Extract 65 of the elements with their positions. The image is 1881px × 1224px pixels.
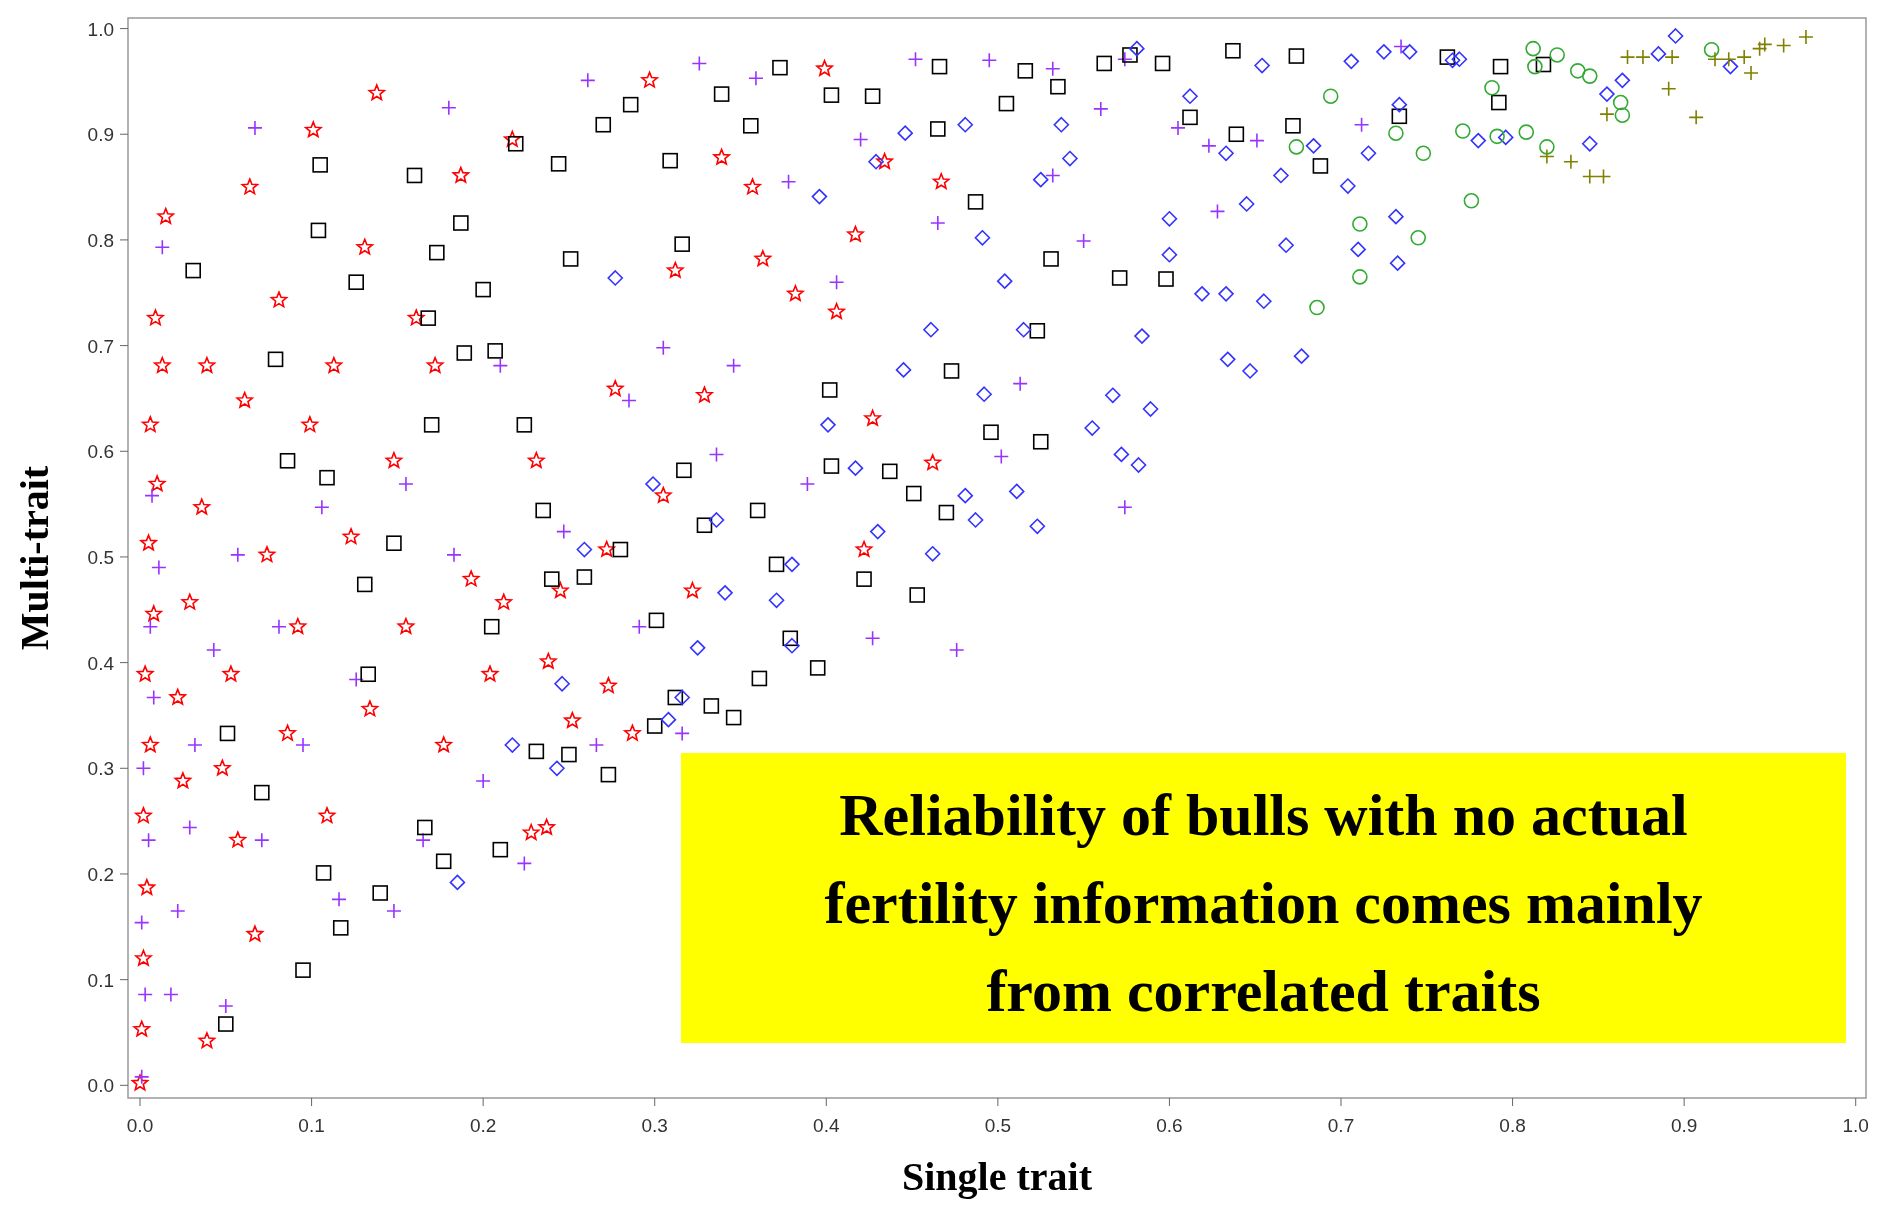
point — [1619, 49, 1636, 65]
point — [1798, 29, 1814, 45]
point — [1463, 193, 1480, 209]
point — [1720, 51, 1737, 68]
point — [1563, 153, 1579, 170]
y-tick-label: 0.8 — [87, 229, 114, 251]
point — [1484, 79, 1500, 96]
point — [1703, 41, 1720, 58]
point — [1527, 58, 1543, 75]
point — [1352, 216, 1368, 232]
x-axis-title: Single trait — [902, 1154, 1093, 1199]
point — [1415, 145, 1432, 162]
x-tick-label: 0.2 — [469, 1115, 497, 1136]
point — [1518, 124, 1535, 140]
y-tick-label: 0.2 — [87, 863, 114, 885]
point — [1599, 106, 1615, 122]
point — [1775, 37, 1792, 54]
point — [1756, 36, 1773, 53]
x-tick-label: 0.9 — [1670, 1115, 1698, 1136]
point — [1751, 40, 1768, 57]
y-tick-label: 0.0 — [87, 1075, 114, 1097]
y-tick-label: 0.6 — [87, 441, 114, 463]
annotation: Reliability of bulls with no actual fertility information comes mainly from correlated traits — [824, 782, 1703, 1024]
point — [1595, 168, 1612, 185]
y-tick-label: 0.5 — [87, 546, 114, 568]
point — [1322, 88, 1339, 104]
x-tick-label: 0.5 — [984, 1115, 1012, 1136]
x-tick-label: 0.8 — [1499, 1115, 1526, 1136]
point — [1743, 65, 1759, 81]
point — [1660, 81, 1677, 97]
point — [1489, 128, 1505, 145]
point — [1352, 269, 1368, 285]
x-tick-label: 0.1 — [298, 1115, 325, 1136]
point — [1614, 107, 1631, 124]
point — [1288, 139, 1305, 155]
y-tick-label: 0.1 — [87, 969, 114, 991]
point — [1581, 168, 1598, 185]
y-tick-label: 0.4 — [87, 652, 115, 674]
point — [1612, 94, 1629, 111]
y-tick-label: 0.7 — [87, 335, 114, 357]
x-tick-label: 0.0 — [126, 1115, 154, 1136]
x-tick-label: 0.7 — [1327, 1115, 1355, 1136]
point — [1539, 139, 1555, 155]
point — [1455, 123, 1471, 139]
y-tick-label: 0.3 — [87, 758, 114, 780]
point — [1736, 49, 1752, 65]
point — [1410, 230, 1426, 246]
point — [1688, 109, 1704, 126]
point — [1581, 68, 1598, 84]
x-tick-label: 0.6 — [1156, 1115, 1183, 1136]
point — [1309, 299, 1325, 316]
point — [1388, 125, 1404, 141]
point — [1549, 47, 1565, 63]
x-tick-label: 1.0 — [1842, 1115, 1869, 1136]
y-tick-label: 0.9 — [87, 124, 114, 146]
y-axis-title: Multi-trait — [12, 465, 57, 651]
point — [1525, 40, 1541, 57]
point — [1569, 63, 1586, 79]
point — [1539, 148, 1555, 165]
x-tick-label: 0.4 — [813, 1115, 840, 1136]
point — [1664, 49, 1680, 65]
x-tick-label: 0.3 — [641, 1115, 668, 1136]
y-tick-label: 1.0 — [87, 18, 114, 40]
point — [1635, 49, 1651, 65]
point — [1707, 51, 1723, 68]
